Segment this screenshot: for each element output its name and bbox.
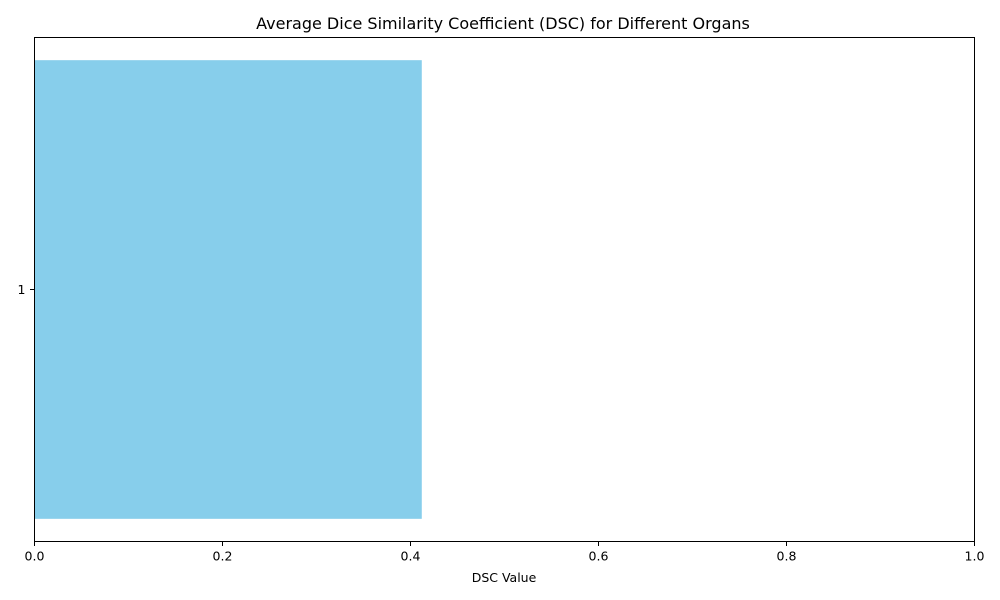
x-tick-label: 0.4 xyxy=(401,549,421,564)
x-tick-label: 0.2 xyxy=(213,549,233,564)
x-axis-ticks: 0.0 0.2 0.4 0.6 0.8 1.0 xyxy=(25,541,985,564)
y-axis-ticks: 1 xyxy=(18,282,35,297)
bars-group xyxy=(34,60,422,519)
chart-title: Average Dice Similarity Coefficient (DSC… xyxy=(256,14,750,33)
x-tick-label: 0.6 xyxy=(589,549,609,564)
y-tick-label: 1 xyxy=(18,282,26,297)
bar-1 xyxy=(34,60,422,519)
x-axis-label: DSC Value xyxy=(472,570,537,585)
x-tick-label: 0.0 xyxy=(25,549,45,564)
x-tick-label: 1.0 xyxy=(965,549,985,564)
x-tick-label: 0.8 xyxy=(777,549,797,564)
